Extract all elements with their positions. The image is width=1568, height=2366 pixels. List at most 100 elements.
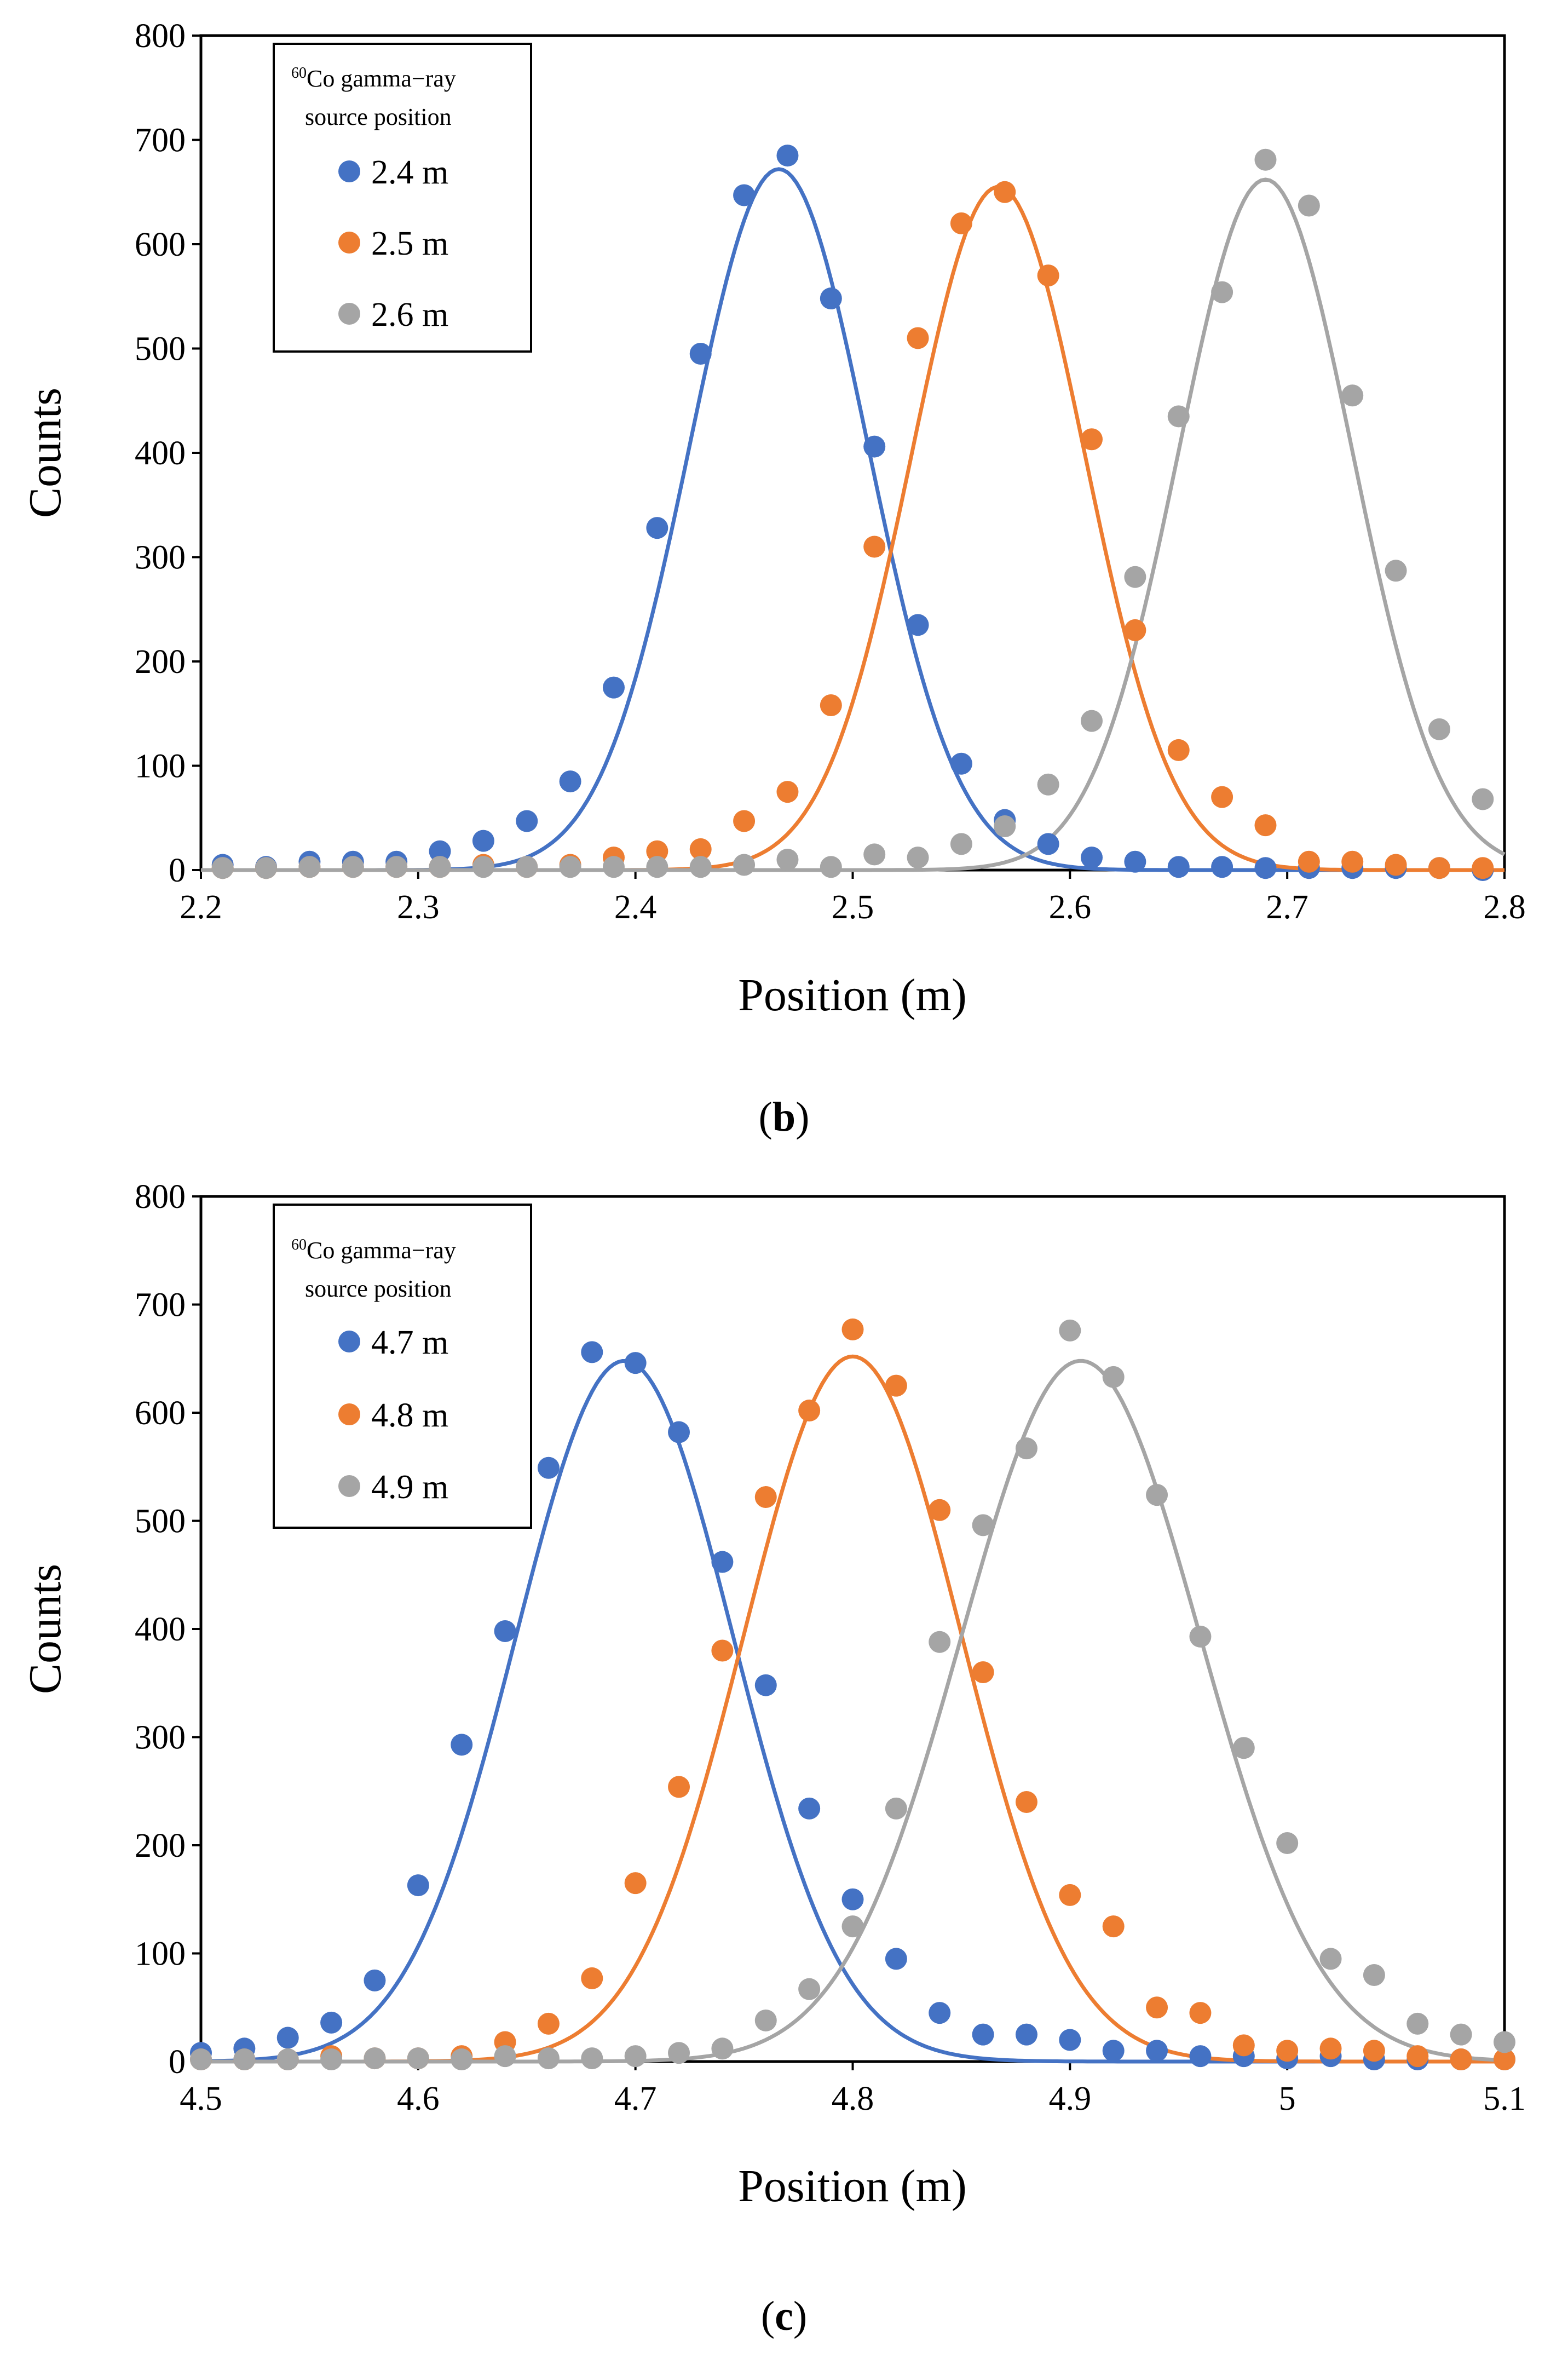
data-point-series-2: [581, 1967, 603, 1989]
data-point-series-1: [907, 614, 929, 636]
data-point-series-3: [972, 1514, 994, 1536]
y-tick-label: 0: [169, 2043, 186, 2081]
data-point-series-3: [798, 1978, 821, 2000]
data-point-series-3: [1167, 405, 1190, 428]
data-point-series-3: [1363, 1964, 1385, 1986]
data-point-series-1: [537, 1457, 560, 1479]
data-point-series-2: [863, 536, 886, 558]
data-point-series-2: [1059, 1884, 1081, 1906]
data-point-series-2: [689, 838, 712, 860]
data-point-series-2: [733, 810, 756, 832]
data-point-series-1: [950, 752, 972, 775]
y-tick-label: 600: [135, 226, 186, 263]
data-point-series-3: [211, 857, 234, 879]
data-point-series-2: [646, 840, 668, 862]
data-point-series-3: [929, 1631, 951, 1653]
data-point-series-2: [1450, 2048, 1472, 2071]
x-tick-label: 4.9: [1049, 2080, 1092, 2117]
data-point-series-2: [1015, 1791, 1037, 1813]
data-points-b: [211, 145, 1494, 881]
legend-title-line1-c: 60Co gamma−ray: [291, 1236, 456, 1264]
data-point-series-1: [885, 1948, 907, 1970]
legend-title-sup-c: 60: [291, 1236, 307, 1253]
data-point-series-2: [1146, 1996, 1168, 2019]
data-point-series-3: [907, 847, 929, 869]
data-point-series-1: [451, 1734, 473, 1756]
data-point-series-3: [1450, 2023, 1472, 2046]
data-point-series-2: [776, 781, 799, 803]
data-point-series-1: [863, 435, 886, 458]
legend-marker-b-1: [338, 160, 360, 182]
legend-title-sup-b: 60: [291, 65, 307, 82]
data-point-series-1: [776, 145, 799, 167]
data-point-series-1: [472, 830, 494, 852]
data-point-series-3: [668, 2042, 690, 2064]
y-tick-label: 700: [135, 122, 186, 159]
x-tick-label: 5: [1279, 2080, 1296, 2117]
data-point-series-2: [1254, 814, 1277, 837]
data-point-series-3: [646, 856, 668, 878]
legend-title-line2-b: source position: [305, 103, 452, 130]
x-tick-label: 2.4: [614, 889, 657, 926]
data-point-series-1: [1015, 2023, 1037, 2046]
data-point-series-3: [276, 2048, 299, 2071]
data-point-series-1: [276, 2027, 299, 2049]
data-point-series-1: [1146, 2040, 1168, 2062]
data-point-series-3: [581, 2047, 603, 2070]
data-point-series-1: [624, 1352, 647, 1374]
x-tick-label: 2.2: [180, 889, 222, 926]
data-point-series-1: [1189, 2045, 1212, 2068]
data-point-series-2: [994, 181, 1016, 203]
data-point-series-3: [385, 856, 408, 878]
data-point-series-1: [429, 840, 451, 862]
data-point-series-1: [1211, 856, 1233, 878]
data-point-series-2: [841, 1318, 864, 1340]
y-tick-label: 100: [135, 1936, 186, 1973]
data-point-series-3: [1406, 2012, 1429, 2035]
data-point-series-2: [1406, 2045, 1429, 2068]
x-tick-label: 5.1: [1483, 2080, 1526, 2117]
data-point-series-1: [929, 2002, 951, 2024]
data-point-series-3: [494, 2045, 516, 2068]
legend-marker-b-3: [338, 303, 360, 325]
data-point-series-1: [407, 1874, 429, 1897]
data-point-series-3: [1385, 560, 1407, 582]
data-point-series-1: [516, 810, 538, 832]
data-point-series-2: [950, 212, 972, 234]
data-point-series-3: [1472, 788, 1494, 810]
data-point-series-3: [994, 815, 1016, 837]
y-tick-label: 700: [135, 1287, 186, 1324]
x-tick-label: 4.7: [614, 2080, 657, 2117]
data-point-series-1: [1124, 850, 1146, 873]
legend-marker-b-2: [338, 232, 360, 254]
data-point-series-1: [602, 676, 625, 699]
data-point-series-3: [1232, 1737, 1255, 1759]
data-point-series-1: [1254, 857, 1277, 879]
data-point-series-3: [1146, 1484, 1168, 1506]
caption-letter-c: c: [775, 2293, 793, 2339]
legend-box-c: [273, 1204, 532, 1529]
data-point-series-2: [1081, 428, 1103, 451]
data-point-series-3: [1124, 566, 1146, 588]
data-point-series-3: [1015, 1437, 1037, 1460]
data-point-series-3: [429, 856, 451, 878]
data-point-series-1: [711, 1551, 734, 1573]
y-tick-label: 500: [135, 1503, 186, 1540]
data-point-series-3: [320, 2048, 343, 2071]
legend-marker-c-3: [338, 1475, 360, 1497]
data-point-series-2: [754, 1486, 777, 1509]
legend-label-b-2: 2.5 m: [371, 225, 448, 262]
data-point-series-3: [255, 857, 278, 879]
x-tick-label: 2.3: [397, 889, 440, 926]
caption-c: (c): [761, 2293, 807, 2339]
data-point-series-2: [1363, 2040, 1385, 2062]
fit-curves-b: [201, 167, 1506, 872]
data-point-series-3: [472, 856, 494, 878]
data-point-series-1: [646, 517, 668, 539]
data-point-series-3: [820, 856, 842, 878]
data-point-series-2: [972, 1661, 994, 1683]
legend-c: 60Co gamma−ray source position 4.7 m 4.8…: [273, 1204, 532, 1529]
x-axis-title-c: Position (m): [738, 2161, 967, 2212]
